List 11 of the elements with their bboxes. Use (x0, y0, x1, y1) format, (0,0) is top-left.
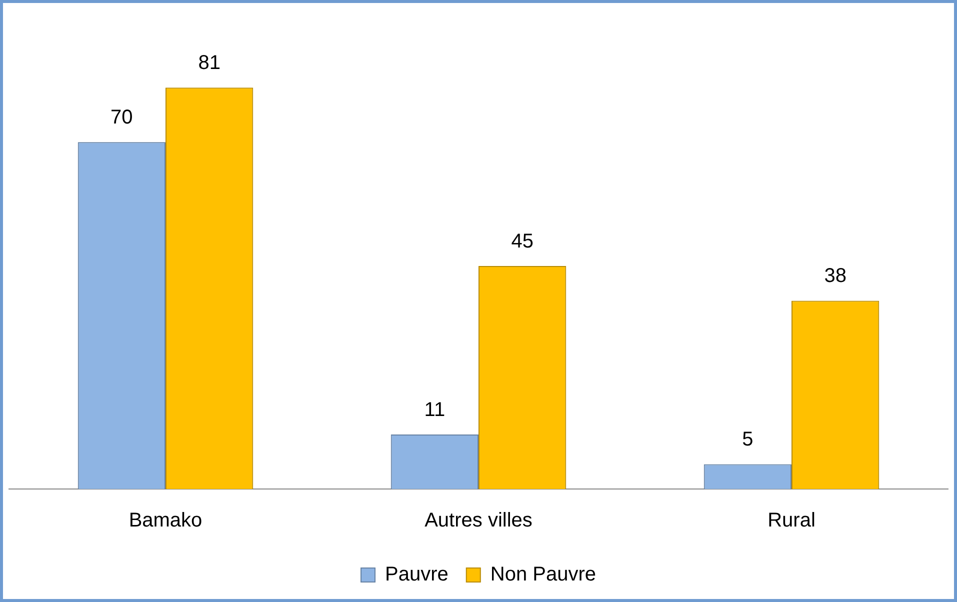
data-label: 70 (110, 106, 133, 129)
data-label: 11 (424, 399, 446, 422)
x-tick-label: Autres villes (424, 510, 532, 532)
data-label: 81 (198, 52, 220, 74)
data-label: 38 (824, 265, 846, 288)
x-tick-label: Bamako (128, 510, 202, 532)
legend-label: Pauvre (385, 564, 448, 586)
legend-label: Non Pauvre (490, 564, 596, 586)
x-tick-label: Rural (768, 510, 816, 532)
data-label: 45 (511, 230, 534, 253)
data-label: 5 (742, 428, 754, 451)
